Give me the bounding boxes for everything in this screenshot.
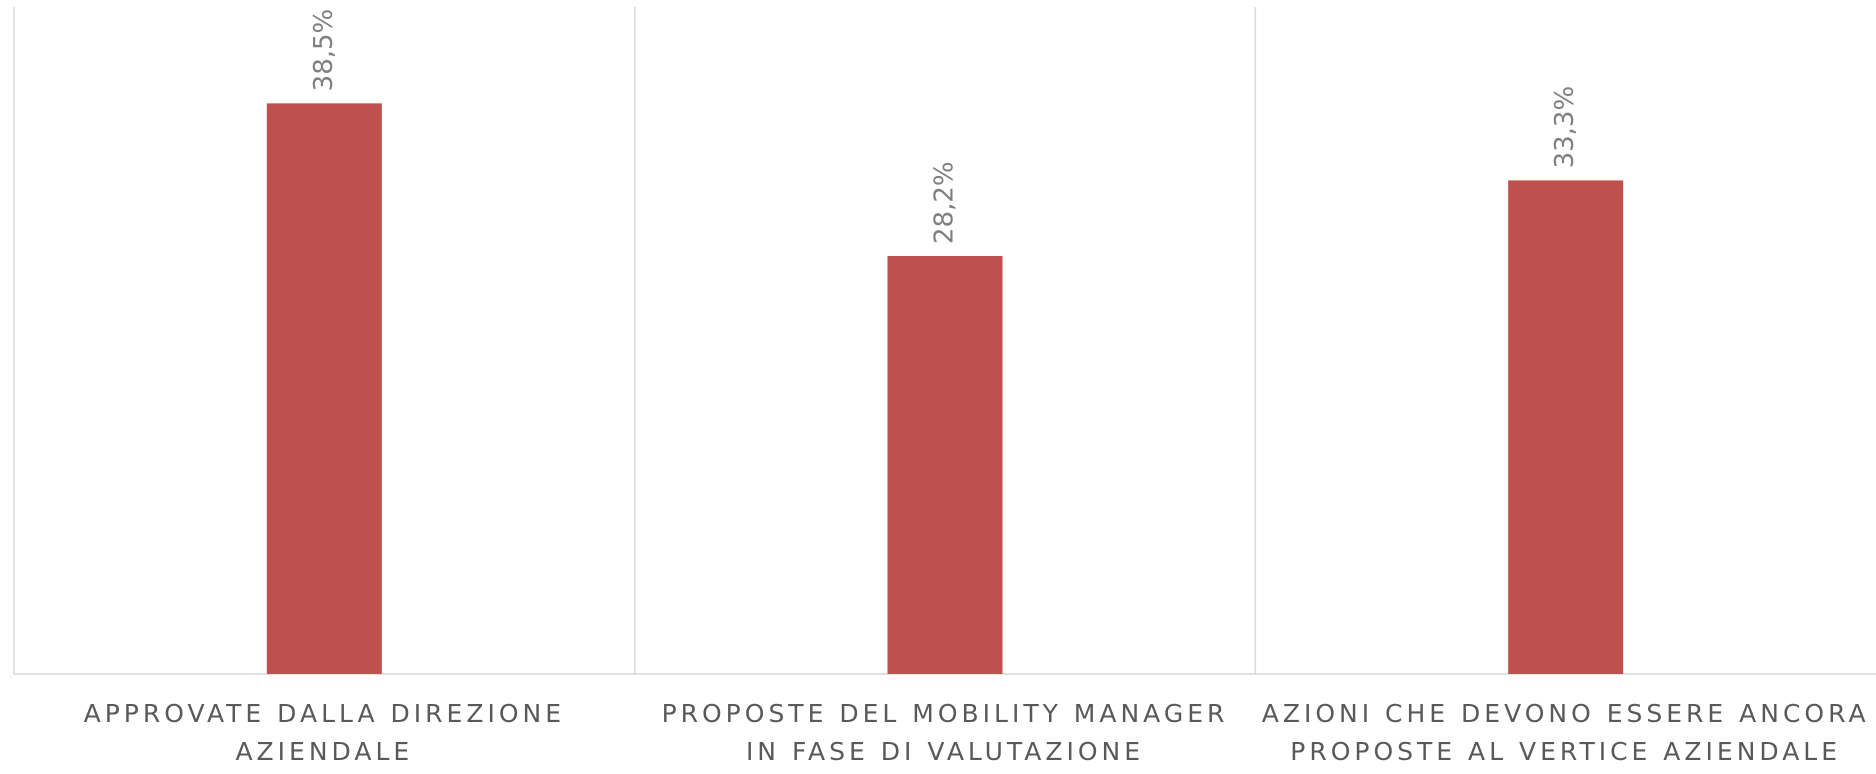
bar: [266, 103, 382, 675]
value-label: 38,5%: [309, 9, 339, 92]
bar: [887, 256, 1003, 674]
bar: [1508, 180, 1624, 675]
x-tick-label: APPROVATE DALLA DIREZIONE AZIENDALE: [83, 699, 566, 766]
value-label: 33,3%: [1550, 86, 1580, 169]
x-tick-label: AZIONI CHE DEVONO ESSERE ANCORA PROPOSTE…: [1261, 699, 1870, 766]
x-tick-label: PROPOSTE DEL MOBILITY MANAGER IN FASE DI…: [661, 699, 1229, 766]
value-label: 28,2%: [930, 161, 960, 244]
